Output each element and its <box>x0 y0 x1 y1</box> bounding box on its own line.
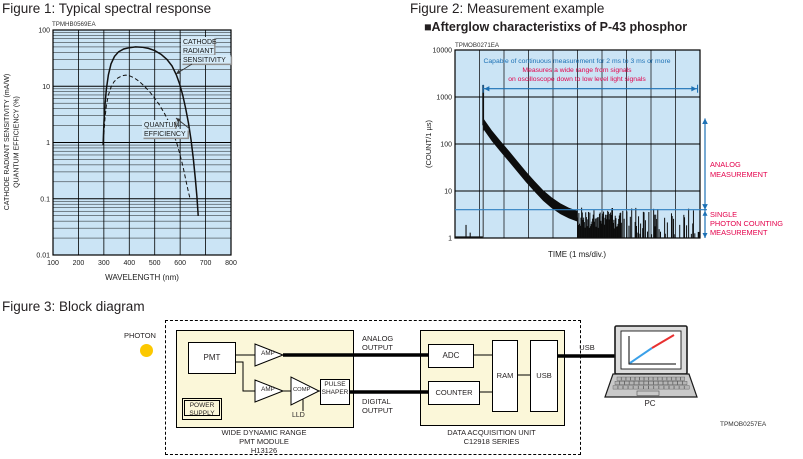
figure2-spc-label-3: MEASUREMENT <box>710 228 768 237</box>
figure1-chart-id: TPMHB0569EA <box>52 21 97 28</box>
svg-text:EFFICIENCY: EFFICIENCY <box>144 131 186 138</box>
svg-text:SENSITIVITY: SENSITIVITY <box>183 57 226 64</box>
svg-text:RADIANT: RADIANT <box>183 48 214 55</box>
pmt-box: PMT <box>188 342 236 374</box>
amp-top-triangle <box>254 343 285 367</box>
figure2-xlabel: TIME (1 ms/div.) <box>548 250 606 259</box>
figure2-analog-label-2: MEASUREMENT <box>710 170 768 179</box>
figure3-title: Figure 3: Block diagram <box>2 299 145 314</box>
svg-text:10: 10 <box>42 84 50 91</box>
svg-text:10000: 10000 <box>433 48 453 55</box>
figure2-chart-id: TPMOB0271EA <box>455 42 500 49</box>
figure2-subtitle: ■Afterglow characteristixs of P-43 phosp… <box>424 20 688 34</box>
figure3-chart-id: TPMOB0257EA <box>720 421 767 428</box>
counter-box: COUNTER <box>428 381 480 405</box>
svg-text:1: 1 <box>46 140 50 147</box>
power-supply-label-1: POWER <box>189 402 215 409</box>
svg-text:400: 400 <box>123 260 135 267</box>
power-supply-inner: POWER SUPPLY <box>184 400 220 417</box>
pmt-to-amp2-line <box>234 361 255 392</box>
figure3-dashed-boundary <box>165 320 581 455</box>
lld-label: LLD <box>292 412 305 419</box>
pmt-module-caption-2: PMT MODULE <box>239 437 289 446</box>
figure1-ylabel-2: QUANTUM EFFICIENCY (%) <box>14 96 21 188</box>
laptop-plot-line-red <box>651 334 675 349</box>
amp-top-label: AMP <box>261 350 275 357</box>
figure1-title: Figure 1: Typical spectral response <box>2 1 212 16</box>
svg-text:QUANTUM: QUANTUM <box>144 122 180 129</box>
figure2-chart: 10000 1000 100 10 1 TPMOB0271EA Capable of c… <box>424 42 783 259</box>
pmt-module-caption-1: WIDE DYNAMIC RANGE <box>221 428 307 437</box>
figure2-title: Figure 2: Measurement example <box>410 1 605 16</box>
figure2-plot-group: 10000 1000 100 10 1 <box>433 48 708 243</box>
pulse-shaper-box: PULSE SHAPER <box>320 379 350 405</box>
figure2-analog-label-1: ANALOG <box>710 160 741 169</box>
svg-text:0.1: 0.1 <box>40 196 50 203</box>
pulse-shaper-label-2: SHAPER <box>321 389 349 396</box>
figure1-chart: TPMHB0569EA 100 200 300 400 500 600 700 8001001… <box>4 21 237 282</box>
figure1-xlabel: WAVELENGTH (nm) <box>105 273 179 282</box>
comp-triangle <box>290 376 321 406</box>
power-supply-box: POWER SUPPLY <box>182 398 222 420</box>
svg-text:500: 500 <box>149 260 161 267</box>
figure1-ylabel-1: CATHODE RADIANT SENSITIVITY (mA/W) <box>4 74 11 211</box>
analog-output-label-2: OUTPUT <box>362 343 393 352</box>
svg-text:200: 200 <box>73 260 85 267</box>
comp-label: COMP <box>293 387 311 393</box>
figure2-note-red-2: on oscilloscope down to low level light … <box>508 76 646 83</box>
daq-caption-1: DATA ACQUISITION UNIT <box>447 428 536 437</box>
laptop-screen-axes <box>628 336 676 365</box>
daq-caption-2: C12918 SERIES <box>463 437 520 446</box>
laptop-plot-line-blue <box>629 347 653 364</box>
svg-text:10: 10 <box>444 189 452 196</box>
analog-output-label-1: ANALOG <box>362 334 394 343</box>
svg-text:100: 100 <box>440 142 452 149</box>
ram-box: RAM <box>492 340 518 412</box>
adc-box: ADC <box>428 344 474 368</box>
figure2-ylabel: (COUNT/1 µs) <box>424 119 433 168</box>
pc-label: PC <box>644 399 656 408</box>
usb-box: USB <box>530 340 558 412</box>
digital-output-label-2: OUTPUT <box>362 406 393 415</box>
analog-output-label: ANALOG OUTPUT <box>362 334 393 352</box>
figure2-note-blue: Capable of continuous measurement for 2 … <box>483 58 670 65</box>
svg-text:700: 700 <box>200 260 212 267</box>
laptop-keyboard <box>612 376 690 390</box>
amp-bottom-label: AMP <box>261 386 275 393</box>
pulse-shaper-label-1: PULSE <box>324 381 346 388</box>
figure2-note-red-1: Measures a wide range from signals <box>522 67 632 74</box>
figure1-plot-group: 100 200 300 400 500 600 700 800 100 10 1 0.1 0.01 CAT… <box>36 28 237 268</box>
svg-text:CATHODE: CATHODE <box>183 39 217 46</box>
svg-text:100: 100 <box>47 260 59 267</box>
svg-text:100: 100 <box>38 28 50 35</box>
svg-text:1000: 1000 <box>436 95 452 102</box>
svg-text:1: 1 <box>448 236 452 243</box>
pmt-module-caption-3: H13126 <box>250 446 278 455</box>
digital-output-label-1: DIGITAL <box>362 397 391 406</box>
usb-line-label: USB <box>579 343 595 352</box>
curve-quantum-efficiency <box>103 74 191 199</box>
svg-text:800: 800 <box>225 260 237 267</box>
laptop-touchpad <box>636 390 660 396</box>
digital-output-label: DIGITAL OUTPUT <box>362 397 393 415</box>
daq-caption: DATA ACQUISITION UNIT C12918 SERIES <box>420 428 563 446</box>
photon-label: PHOTON <box>124 331 156 340</box>
power-supply-label-2: SUPPLY <box>189 410 215 417</box>
svg-text:600: 600 <box>174 260 186 267</box>
svg-text:0.01: 0.01 <box>36 253 50 260</box>
figure2-spc-label-2: PHOTON COUNTING <box>710 219 783 228</box>
laptop-icon <box>604 325 698 398</box>
figure2-spc-label-1: SINGLE <box>710 210 737 219</box>
pmt-module-caption: WIDE DYNAMIC RANGE PMT MODULE H13126 <box>176 428 352 455</box>
curve-cathode-radiant-sensitivity <box>102 46 199 216</box>
amp-bottom-triangle <box>254 379 285 403</box>
figure3-diagram <box>234 325 698 411</box>
photon-icon <box>140 344 153 357</box>
svg-text:300: 300 <box>98 260 110 267</box>
